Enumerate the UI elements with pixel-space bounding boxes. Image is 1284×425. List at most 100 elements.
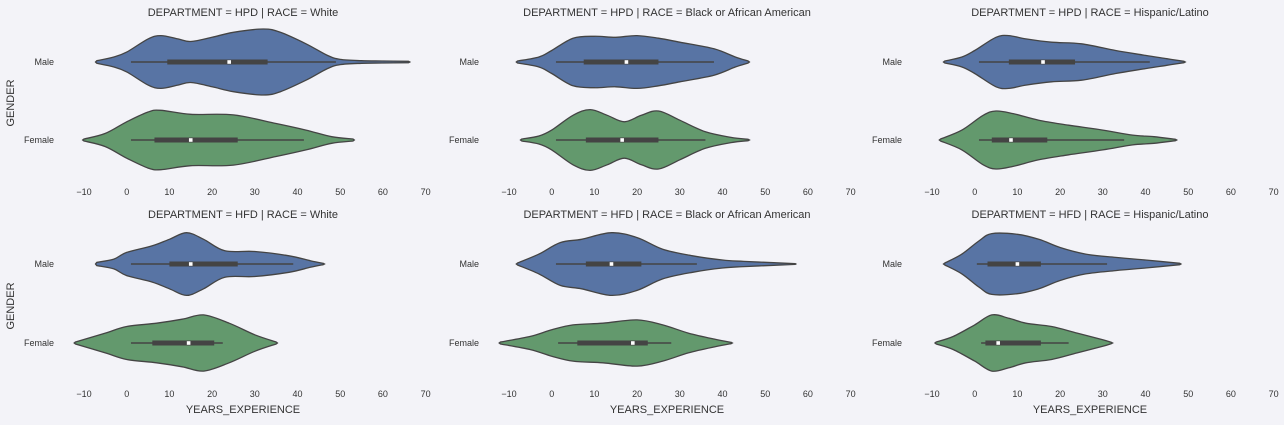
panel-5: −10 0 10 20 30 40 50 60 70 Male Female: [449, 232, 856, 399]
x-tick-label: 20: [207, 187, 217, 197]
x-tick-label: 70: [421, 187, 431, 197]
x-tick-label: 0: [124, 389, 129, 399]
iqr-box: [154, 137, 238, 143]
x-tick-label: 40: [292, 389, 302, 399]
x-tick-label: 20: [632, 187, 642, 197]
y-tick-label-female: Female: [872, 135, 902, 145]
x-tick-label: 30: [1098, 187, 1108, 197]
x-axis-label-col-1: YEARS_EXPERIENCE: [186, 404, 300, 416]
x-tick-label: 0: [124, 187, 129, 197]
x-tick-label: 60: [1226, 187, 1236, 197]
median-marker: [186, 341, 191, 345]
median-marker: [1015, 262, 1020, 266]
y-tick-label-male: Male: [882, 259, 902, 269]
x-tick-label: 60: [378, 187, 388, 197]
x-tick-label: 0: [972, 389, 977, 399]
x-tick-label: −10: [501, 187, 516, 197]
x-tick-label: 40: [1140, 389, 1150, 399]
iqr-box: [585, 261, 642, 267]
x-tick-label: 50: [760, 389, 770, 399]
x-tick-label: 70: [846, 187, 856, 197]
x-tick-label: 60: [803, 187, 813, 197]
iqr-box: [583, 59, 659, 65]
x-tick-label: 30: [250, 187, 260, 197]
x-tick-label: 20: [1055, 389, 1065, 399]
x-tick-label: 30: [675, 389, 685, 399]
iqr-box: [987, 261, 1041, 267]
x-tick-label: 0: [549, 187, 554, 197]
x-axis-label-col-2: YEARS_EXPERIENCE: [610, 404, 724, 416]
x-tick-label: 50: [1183, 187, 1193, 197]
panel-2: −10 0 10 20 30 40 50 60 70 Male Female: [449, 34, 856, 197]
iqr-box: [991, 137, 1048, 143]
x-tick-label: 70: [1269, 389, 1279, 399]
panel-title-3: DEPARTMENT = HPD | RACE = Hispanic/Latin…: [971, 7, 1209, 19]
x-tick-label: 40: [717, 389, 727, 399]
x-tick-label: 30: [250, 389, 260, 399]
x-tick-label: 50: [760, 187, 770, 197]
panel-1: −10 0 10 20 30 40 50 60 70 Male Female: [24, 28, 431, 197]
iqr-box: [152, 340, 215, 346]
x-tick-label: 10: [589, 187, 599, 197]
panel-title-6: DEPARTMENT = HFD | RACE = Hispanic/Latin…: [972, 209, 1209, 221]
x-tick-label: 10: [1012, 389, 1022, 399]
y-tick-label-male: Male: [34, 57, 54, 67]
y-tick-label-female: Female: [449, 135, 479, 145]
x-tick-label: 20: [1055, 187, 1065, 197]
x-tick-label: 60: [378, 389, 388, 399]
panel-4: −10 0 10 20 30 40 50 60 70 Male Female: [24, 232, 431, 399]
median-marker: [996, 341, 1000, 345]
x-tick-label: 70: [1269, 187, 1279, 197]
panel-title-5: DEPARTMENT = HFD | RACE = Black or Afric…: [523, 209, 810, 221]
x-tick-label: −10: [924, 187, 939, 197]
x-tick-label: 70: [846, 389, 856, 399]
x-axis-label-col-3: YEARS_EXPERIENCE: [1033, 404, 1147, 416]
y-tick-label-female: Female: [449, 338, 479, 348]
y-axis-label-row-1: GENDER: [5, 79, 17, 126]
panel-title-2: DEPARTMENT = HPD | RACE = Black or Afric…: [523, 7, 811, 19]
y-tick-label-female: Female: [24, 135, 54, 145]
y-tick-label-male: Male: [34, 259, 54, 269]
median-marker: [631, 341, 635, 345]
x-tick-label: 30: [675, 187, 685, 197]
x-tick-label: 30: [1098, 389, 1108, 399]
x-tick-label: 60: [803, 389, 813, 399]
x-tick-label: 0: [549, 389, 554, 399]
y-tick-label-female: Female: [24, 338, 54, 348]
x-tick-label: 10: [164, 187, 174, 197]
y-tick-label-female: Female: [872, 338, 902, 348]
x-tick-label: −10: [76, 389, 91, 399]
x-tick-label: −10: [924, 389, 939, 399]
median-marker: [620, 138, 624, 142]
median-marker: [188, 262, 193, 266]
iqr-box: [169, 261, 238, 267]
x-tick-label: 50: [335, 187, 345, 197]
x-tick-label: 60: [1226, 389, 1236, 399]
x-tick-label: 40: [717, 187, 727, 197]
y-tick-label-male: Male: [459, 259, 479, 269]
median-marker: [609, 262, 614, 266]
x-tick-label: −10: [501, 389, 516, 399]
iqr-box: [985, 340, 1041, 346]
iqr-box: [167, 59, 268, 65]
median-marker: [188, 138, 193, 142]
x-tick-label: −10: [76, 187, 91, 197]
y-tick-label-male: Male: [459, 57, 479, 67]
x-tick-label: 20: [207, 389, 217, 399]
x-tick-label: 50: [1183, 389, 1193, 399]
median-marker: [1041, 60, 1045, 64]
median-marker: [227, 60, 231, 64]
x-tick-label: 20: [632, 389, 642, 399]
panel-title-1: DEPARTMENT = HPD | RACE = White: [148, 7, 339, 19]
x-tick-label: 10: [589, 389, 599, 399]
x-tick-label: 70: [421, 389, 431, 399]
iqr-box: [577, 340, 648, 346]
panel-title-4: DEPARTMENT = HFD | RACE = White: [148, 209, 338, 221]
panel-3: −10 0 10 20 30 40 50 60 70 Male Female: [872, 34, 1279, 197]
x-tick-label: 40: [1140, 187, 1150, 197]
panel-6: −10 0 10 20 30 40 50 60 70 Male Female: [872, 232, 1279, 399]
x-tick-label: 50: [335, 389, 345, 399]
y-axis-label-row-2: GENDER: [5, 282, 17, 329]
x-tick-label: 0: [972, 187, 977, 197]
